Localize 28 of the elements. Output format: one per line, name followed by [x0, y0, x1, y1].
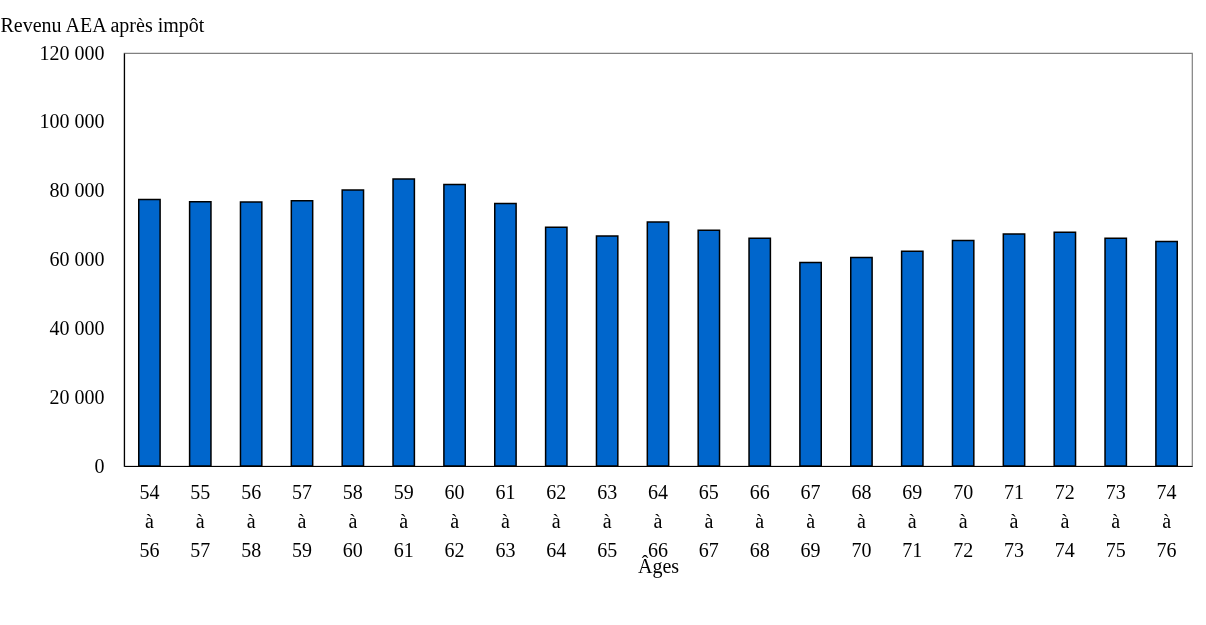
- x-tick-label: 69 à 71: [902, 480, 923, 561]
- x-tick-label: 74 à 76: [1156, 480, 1177, 561]
- x-tick-label: 71 à 73: [1004, 480, 1024, 561]
- y-tick-label: 120 000: [39, 41, 105, 64]
- x-tick-label: 65 à 67: [698, 480, 719, 561]
- x-tick-label: 62 à 64: [546, 480, 567, 561]
- x-tick-label: 72 à 74: [1054, 480, 1075, 561]
- x-tick-label: 60 à 62: [444, 480, 465, 561]
- y-axis-title: Revenu AEA après impôt: [0, 13, 205, 37]
- x-tick-label: 56 à 58: [241, 480, 262, 561]
- x-tick-label: 57 à 59: [292, 480, 312, 561]
- y-tick-label: 80 000: [49, 179, 105, 202]
- x-tick-label: 68 à 70: [851, 480, 872, 561]
- x-tick-label: 54 à 56: [139, 480, 160, 561]
- x-tick-label: 70 à 72: [953, 480, 974, 561]
- x-tick-label: 59 à 61: [393, 480, 414, 561]
- x-tick-label: 66 à 68: [749, 480, 770, 561]
- x-tick-label: 67 à 69: [800, 480, 821, 561]
- x-tick-label: 63 à 65: [597, 480, 618, 561]
- x-tick-label: 61 à 63: [495, 480, 516, 561]
- y-tick-label: 20 000: [49, 385, 105, 408]
- x-tick-label: 73 à 75: [1105, 480, 1126, 561]
- x-tick-label: 58 à 60: [342, 480, 363, 561]
- x-tick-label: 55 à 57: [190, 480, 211, 561]
- y-tick-label: 60 000: [49, 248, 105, 270]
- y-tick-label: 0: [94, 454, 105, 477]
- y-tick-label: 100 000: [39, 110, 105, 133]
- y-tick-label: 40 000: [49, 316, 105, 339]
